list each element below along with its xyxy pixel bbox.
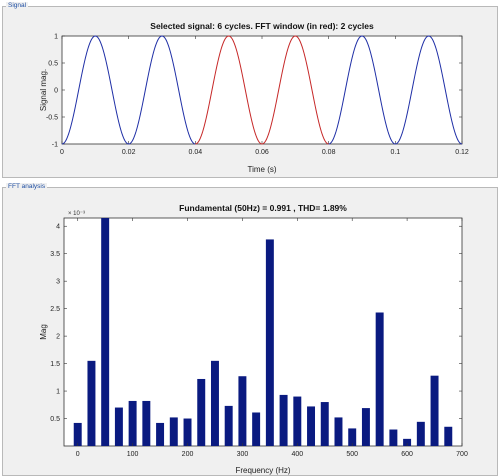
fft-x-tick-label: 200 — [182, 451, 194, 458]
fft-bar — [224, 405, 233, 446]
fft-x-tick-label: 100 — [127, 451, 139, 458]
fft-y-tick-label: 1 — [56, 389, 60, 396]
fft-bar — [87, 360, 96, 446]
fft-bar — [403, 438, 412, 446]
signal-chart-title: Selected signal: 6 cycles. FFT window (i… — [150, 21, 374, 31]
fft-x-tick-label: 0 — [76, 451, 80, 458]
fft-chart-title: Fundamental (50Hz) = 0.991 , THD= 1.89% — [179, 203, 347, 213]
fft-bar — [279, 394, 288, 446]
fft-bar — [361, 408, 370, 446]
fft-y-tick-label: 2.5 — [50, 306, 60, 313]
signal-x-tick-label: 0.04 — [189, 149, 203, 156]
signal-x-axis-label: Time (s) — [247, 165, 276, 174]
fft-bar — [169, 417, 178, 446]
fft-x-tick-label: 600 — [401, 451, 413, 458]
fft-y-tick-label: 4 — [56, 224, 60, 231]
fft-y-tick-label: 3.5 — [50, 251, 60, 258]
fft-bar — [416, 421, 425, 446]
signal-y-tick-label: 1 — [54, 34, 58, 41]
fft-bar — [128, 400, 137, 446]
fft-y-tick-label: 3 — [56, 279, 60, 286]
signal-series-line-2 — [328, 35, 463, 145]
fft-bar — [156, 422, 165, 446]
fft-x-axis-label: Frequency (Hz) — [235, 466, 290, 475]
fft-bar — [101, 218, 110, 446]
fft-bar — [320, 402, 329, 446]
signal-chart: Selected signal: 6 cycles. FFT window (i… — [39, 21, 469, 174]
signal-x-tick-label: 0 — [60, 149, 64, 156]
fft-bar — [293, 396, 302, 446]
signal-y-tick-label: 0.5 — [48, 61, 58, 68]
fft-y-tick-label: 1.5 — [50, 361, 60, 368]
signal-x-tick-label: 0.1 — [390, 149, 400, 156]
fft-plot-area — [63, 217, 463, 447]
fft-panel-title: FFT analysis — [6, 183, 48, 191]
signal-y-tick-label: -1 — [52, 142, 58, 149]
fft-bar — [265, 239, 274, 446]
fft-bar — [389, 429, 398, 446]
signal-y-tick-label: -0.5 — [46, 115, 58, 122]
fft-chart: Fundamental (50Hz) = 0.991 , THD= 1.89% ×… — [39, 203, 468, 475]
signal-x-tick-label: 0.06 — [255, 149, 269, 156]
signal-plot-area — [61, 35, 463, 145]
fft-x-tick-label: 400 — [291, 451, 303, 458]
fft-bar — [197, 378, 206, 446]
fft-bar — [444, 426, 453, 446]
fft-bar — [375, 312, 384, 446]
signal-series-line-0 — [61, 35, 196, 145]
signal-x-tick-label: 0.08 — [322, 149, 336, 156]
fft-y-tick-label: 0.5 — [50, 416, 60, 423]
fft-y-axis-label: Mag — [39, 324, 48, 340]
fft-bar — [334, 417, 343, 446]
fft-bar — [252, 412, 261, 446]
fft-bar — [142, 400, 151, 446]
fft-y-tick-label: 2 — [56, 334, 60, 341]
fft-bar — [114, 407, 123, 446]
signal-x-tick-label: 0.12 — [455, 149, 469, 156]
signal-y-tick-label: 0 — [54, 88, 58, 95]
fft-y-exponent: × 10⁻³ — [68, 211, 85, 217]
signal-y-axis-label: Signal mag. — [39, 69, 48, 111]
signal-x-tick-label: 0.02 — [122, 149, 136, 156]
fft-bar — [430, 375, 439, 446]
fft-bar — [307, 406, 316, 446]
fft-x-tick-label: 300 — [237, 451, 249, 458]
signal-series-line-1 — [195, 35, 329, 145]
fft-bar — [73, 422, 82, 446]
fft-bar — [238, 376, 247, 446]
signal-panel-title: Signal — [6, 2, 29, 10]
fft-bar — [183, 418, 192, 446]
fft-bar — [348, 428, 357, 446]
fft-bar — [210, 360, 219, 446]
fft-x-tick-label: 500 — [346, 451, 358, 458]
fft-x-tick-label: 700 — [456, 451, 468, 458]
